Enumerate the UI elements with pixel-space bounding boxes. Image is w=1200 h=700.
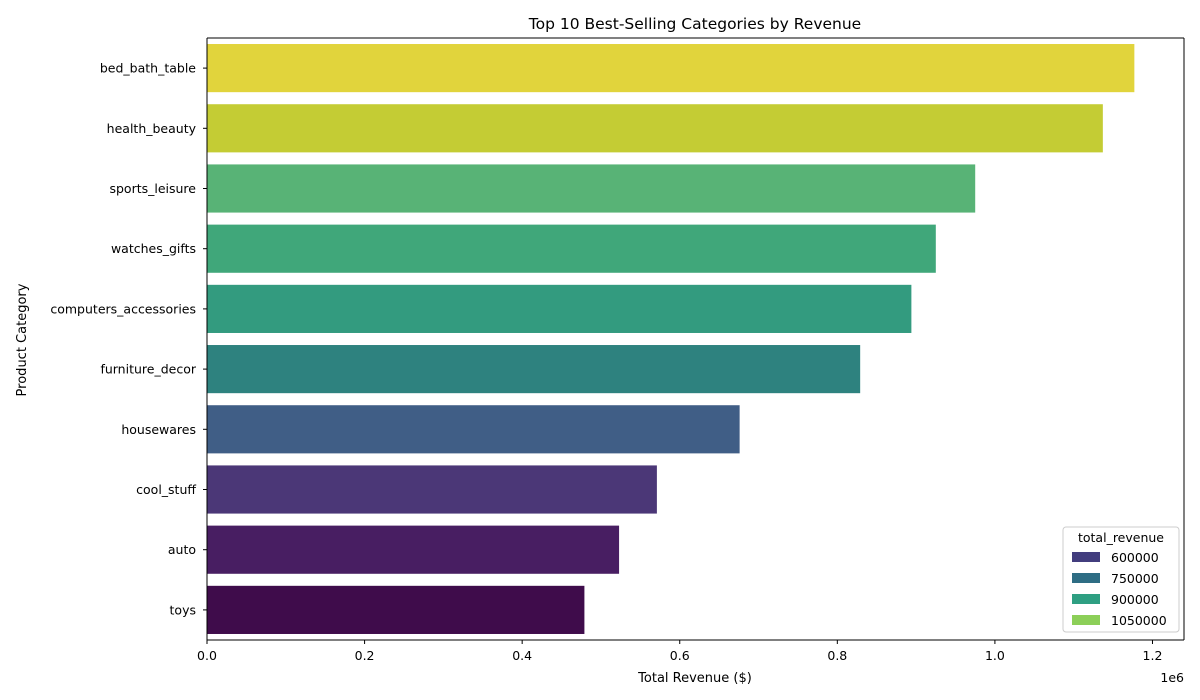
x-tick-label: 1.2 <box>1143 648 1163 663</box>
y-tick-label: sports_leisure <box>109 181 196 196</box>
legend-swatch <box>1072 594 1100 604</box>
legend-label: 1050000 <box>1111 613 1167 628</box>
x-axis-offset-label: 1e6 <box>1160 670 1184 685</box>
x-tick-label: 0.6 <box>670 648 690 663</box>
x-axis-ticks: 0.0 0.2 0.4 0.6 0.8 1.0 1.2 <box>197 640 1162 663</box>
bar-auto <box>207 525 620 574</box>
y-tick-label: cool_stuff <box>136 482 196 497</box>
legend-swatch <box>1072 573 1100 583</box>
chart-title: Top 10 Best-Selling Categories by Revenu… <box>528 15 861 33</box>
bar-cool_stuff <box>207 465 657 514</box>
x-axis-title: Total Revenue ($) <box>637 671 752 686</box>
y-tick-label: bed_bath_table <box>100 61 196 76</box>
y-tick-label: toys <box>170 602 196 617</box>
bar-computers_accessories <box>207 284 912 333</box>
legend-label: 750000 <box>1111 571 1159 586</box>
legend-swatch <box>1072 552 1100 562</box>
bar-housewares <box>207 405 740 454</box>
y-tick-label: auto <box>168 542 196 557</box>
legend-entries: 600000 750000 900000 1050000 <box>1072 550 1167 628</box>
bar-toys <box>207 585 585 634</box>
y-axis-title: Product Category <box>15 283 30 396</box>
x-tick-label: 0.4 <box>512 648 532 663</box>
y-tick-label: computers_accessories <box>50 301 196 316</box>
x-tick-label: 0.2 <box>355 648 375 663</box>
x-tick-label: 1.0 <box>985 648 1005 663</box>
legend-label: 600000 <box>1111 550 1159 565</box>
bar-sports_leisure <box>207 164 976 213</box>
bar-health_beauty <box>207 104 1103 153</box>
bars-group <box>207 44 1135 634</box>
legend-swatch <box>1072 615 1100 625</box>
legend: total_revenue 600000 750000 900000 1050000 <box>1062 526 1180 633</box>
bar-bed_bath_table <box>207 44 1135 93</box>
bar-furniture_decor <box>207 345 861 394</box>
y-tick-label: housewares <box>121 422 196 437</box>
legend-title: total_revenue <box>1078 530 1164 545</box>
x-tick-label: 0.0 <box>197 648 217 663</box>
legend-label: 900000 <box>1111 592 1159 607</box>
x-tick-label: 0.8 <box>827 648 847 663</box>
y-tick-label: furniture_decor <box>100 362 196 377</box>
bar-watches_gifts <box>207 224 936 273</box>
y-axis-ticks: bed_bath_table health_beauty sports_leisur… <box>50 61 207 617</box>
y-tick-label: watches_gifts <box>111 241 196 256</box>
y-tick-label: health_beauty <box>107 121 197 136</box>
